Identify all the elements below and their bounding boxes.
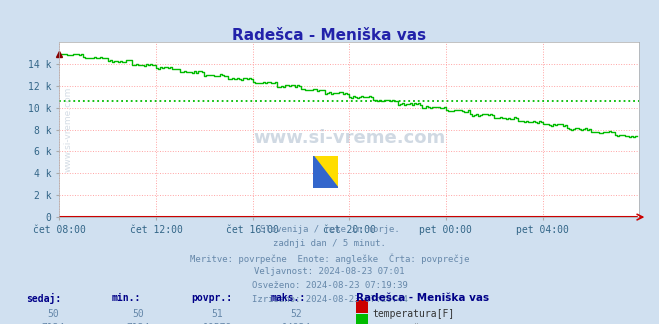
Text: www.si-vreme.com: www.si-vreme.com xyxy=(253,129,445,147)
Text: Osveženo: 2024-08-23 07:19:39: Osveženo: 2024-08-23 07:19:39 xyxy=(252,281,407,290)
Text: zadnji dan / 5 minut.: zadnji dan / 5 minut. xyxy=(273,239,386,248)
Text: 7124: 7124 xyxy=(41,323,65,324)
Text: povpr.:: povpr.: xyxy=(191,293,232,303)
Text: 7124: 7124 xyxy=(127,323,150,324)
Text: 10579: 10579 xyxy=(203,323,232,324)
Text: 51: 51 xyxy=(212,309,223,319)
Text: 50: 50 xyxy=(47,309,59,319)
Text: 14924: 14924 xyxy=(282,323,311,324)
Text: Veljavnost: 2024-08-23 07:01: Veljavnost: 2024-08-23 07:01 xyxy=(254,267,405,276)
Text: pretok[čevelj3/min]: pretok[čevelj3/min] xyxy=(372,323,484,324)
Text: min.:: min.: xyxy=(112,293,142,303)
Polygon shape xyxy=(313,156,338,188)
Text: Slovenija / reke in morje.: Slovenija / reke in morje. xyxy=(260,225,399,234)
Text: Radešca - Meniška vas: Radešca - Meniška vas xyxy=(356,293,489,303)
Text: 52: 52 xyxy=(291,309,302,319)
Text: 50: 50 xyxy=(132,309,144,319)
Text: maks.:: maks.: xyxy=(270,293,305,303)
Text: Meritve: povrpečne  Enote: angleške  Črta: povprečje: Meritve: povrpečne Enote: angleške Črta:… xyxy=(190,253,469,263)
Polygon shape xyxy=(313,156,338,188)
Text: www.si-vreme.com: www.si-vreme.com xyxy=(63,87,72,172)
Text: temperatura[F]: temperatura[F] xyxy=(372,309,455,319)
Text: sedaj:: sedaj: xyxy=(26,293,61,304)
Text: Izrisano: 2024-08-23 07:20:44: Izrisano: 2024-08-23 07:20:44 xyxy=(252,295,407,304)
Text: Radešca - Meniška vas: Radešca - Meniška vas xyxy=(233,28,426,42)
